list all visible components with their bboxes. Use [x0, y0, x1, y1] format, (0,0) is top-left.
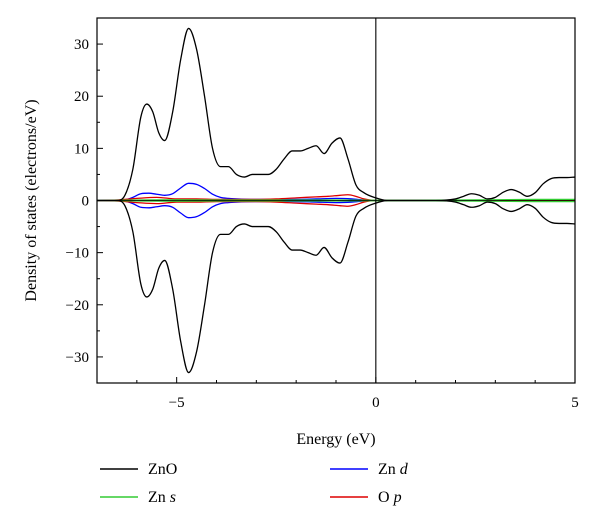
legend-label-zno: ZnO	[148, 461, 177, 478]
y-tick-label: −20	[66, 298, 89, 314]
y-tick-label: 30	[74, 37, 89, 53]
axis-ticks: −30 −20 −10 0 10 20 30 −5 0 5	[66, 17, 579, 411]
series-zn-d-up-line	[97, 182, 575, 202]
legend-label-orbital: s	[170, 489, 176, 506]
legend-label-main: Zn	[148, 489, 170, 506]
legend-label-main: Zn	[378, 461, 400, 478]
legend-label-o-p: O p	[378, 489, 402, 506]
y-tick-label: 10	[74, 141, 89, 157]
x-tick-label: 5	[571, 395, 579, 411]
legend-label-zn-s: Zn s	[148, 489, 176, 506]
series-o-p-down-line	[96, 199, 575, 207]
y-axis-label: Density of states (electrons/eV)	[23, 99, 40, 301]
series-zn-s-down-line	[96, 199, 575, 203]
series-o-p-up-line	[96, 194, 575, 202]
legend-label-main: ZnO	[148, 461, 177, 478]
legend-label-orbital: d	[400, 461, 409, 478]
y-tick-label: −10	[66, 246, 89, 262]
y-tick-label: −30	[66, 350, 89, 366]
legend-label-orbital: p	[393, 489, 402, 506]
series-zn-d-down-line	[97, 199, 575, 219]
legend-label-zn-d: Zn d	[378, 461, 409, 478]
x-tick-label: −5	[169, 395, 185, 411]
x-axis-label: Energy (eV)	[296, 431, 375, 448]
series-zn-s-up-line	[96, 198, 575, 202]
x-tick-label: 0	[372, 395, 380, 411]
series-zno-down-line	[97, 199, 576, 374]
y-tick-label: 20	[74, 89, 89, 105]
reference-lines	[97, 18, 575, 383]
legend-label-main: O	[378, 489, 394, 506]
y-tick-label: 0	[82, 194, 90, 210]
curve-layer	[96, 27, 576, 374]
series-zno-up-line	[97, 27, 576, 202]
